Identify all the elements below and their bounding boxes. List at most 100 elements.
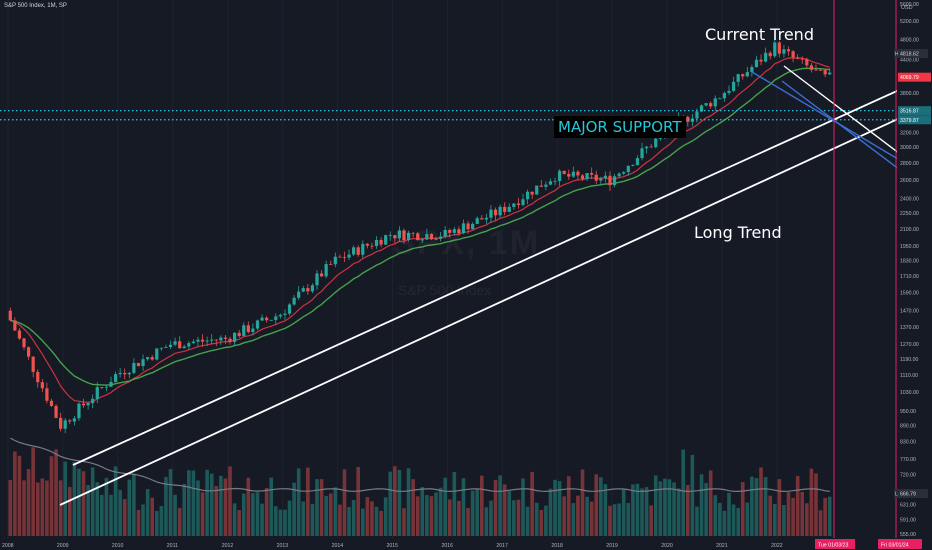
volume-bar xyxy=(360,508,365,536)
candle-body xyxy=(306,288,310,292)
volume-bar xyxy=(534,502,539,536)
candle-body xyxy=(164,347,168,348)
volume-bar xyxy=(644,487,649,536)
volume-bar xyxy=(136,510,141,536)
end-date-label: Fri 03/01/24 xyxy=(881,543,909,549)
candle-body xyxy=(237,332,241,337)
candle-body xyxy=(246,325,250,333)
volume-ma-line xyxy=(10,437,830,493)
time-tick-label: 2019 xyxy=(606,543,618,549)
cursor-date-bg xyxy=(815,539,855,549)
candle-body xyxy=(759,59,763,62)
volume-bar xyxy=(219,475,223,536)
candle-body xyxy=(310,285,315,292)
time-tick-label: 2015 xyxy=(387,543,399,549)
candle-body xyxy=(324,264,328,277)
volume-bar xyxy=(292,482,296,536)
candle-body xyxy=(567,173,571,177)
volume-bar xyxy=(457,500,461,536)
volume-bar xyxy=(425,495,429,536)
volume-bar xyxy=(704,483,708,536)
candle-body xyxy=(828,72,832,75)
ema-fast-line xyxy=(10,57,830,403)
volume-bar xyxy=(786,492,791,536)
price-tick-label: 555.00 xyxy=(900,532,916,538)
time-axis[interactable]: 2008 2009 2010 2011 2012 2013 2014 2015 2016 2017… xyxy=(0,538,932,550)
volume-bar xyxy=(333,487,338,536)
volume-bar xyxy=(612,504,617,536)
volume-bar xyxy=(104,477,109,536)
time-tick-label: 2021 xyxy=(716,543,728,549)
volume-bar xyxy=(45,480,49,536)
volume-bar xyxy=(713,495,718,536)
candle-body xyxy=(132,362,136,373)
candle-body xyxy=(809,65,813,70)
volume-bar xyxy=(663,478,667,536)
candle-body xyxy=(393,235,397,239)
candle-body xyxy=(471,223,475,230)
volume-bar xyxy=(86,485,90,536)
volume-bar xyxy=(763,477,768,536)
candle-body xyxy=(695,111,699,119)
time-tick-label: 2008 xyxy=(2,543,14,549)
volume-bar xyxy=(731,504,736,536)
candle-body xyxy=(95,387,99,399)
volume-bar xyxy=(287,500,292,536)
candle-body xyxy=(269,319,273,321)
candle-body xyxy=(448,229,452,233)
volume-bar xyxy=(484,507,489,536)
price-axis[interactable]: USD5600.005200.004800.004400.004060.0038… xyxy=(894,0,932,538)
volume-bar xyxy=(301,501,306,536)
candle-body xyxy=(796,57,800,59)
volume-bar xyxy=(708,470,713,536)
volume-bar xyxy=(562,496,566,536)
price-tick-label: 2600.00 xyxy=(900,178,919,184)
candle-body xyxy=(457,229,461,234)
volume-bar xyxy=(777,479,782,536)
volume-bar xyxy=(306,467,310,536)
volume-bar xyxy=(49,456,54,536)
candle-body xyxy=(420,239,424,241)
volume-bar xyxy=(498,475,502,536)
candle-body xyxy=(365,243,369,246)
candle-body xyxy=(525,191,530,200)
candle-body xyxy=(686,116,690,122)
price-tick-label: 950.00 xyxy=(900,409,916,415)
candle-body xyxy=(54,406,58,418)
candle-body xyxy=(81,403,86,406)
volume-bar xyxy=(539,509,544,536)
volume-bar xyxy=(695,506,699,536)
volume-bar xyxy=(182,483,187,536)
volume-bar xyxy=(397,469,402,536)
volume-bar xyxy=(370,501,374,536)
moving-averages xyxy=(10,57,830,493)
candle-body xyxy=(754,59,759,68)
candle-body xyxy=(626,165,630,173)
volume-bar xyxy=(429,496,434,536)
candle-body xyxy=(379,239,383,245)
volume-bar xyxy=(672,482,676,536)
candle-body xyxy=(315,273,319,286)
volume-bar xyxy=(310,503,315,536)
time-tick-label: 2012 xyxy=(222,543,234,549)
candle-body xyxy=(452,229,456,233)
volume-bar xyxy=(402,508,406,536)
candle-body xyxy=(507,206,511,212)
candle-body xyxy=(576,171,580,176)
volume-bar xyxy=(544,505,548,536)
candle-body xyxy=(649,146,653,148)
drawings[interactable] xyxy=(0,0,909,540)
low-value: 666.79 xyxy=(900,492,916,498)
time-tick-label: 2020 xyxy=(661,543,673,549)
candle-body xyxy=(699,105,704,112)
candle-body xyxy=(123,373,127,375)
volume-bar xyxy=(214,486,219,536)
volume-bar xyxy=(617,503,621,536)
candle-body xyxy=(210,339,214,341)
candle-body xyxy=(219,337,223,341)
volume-bar xyxy=(159,506,164,536)
candle-body xyxy=(136,362,141,367)
end-date-bg xyxy=(878,539,922,549)
volume-bar xyxy=(31,447,35,536)
